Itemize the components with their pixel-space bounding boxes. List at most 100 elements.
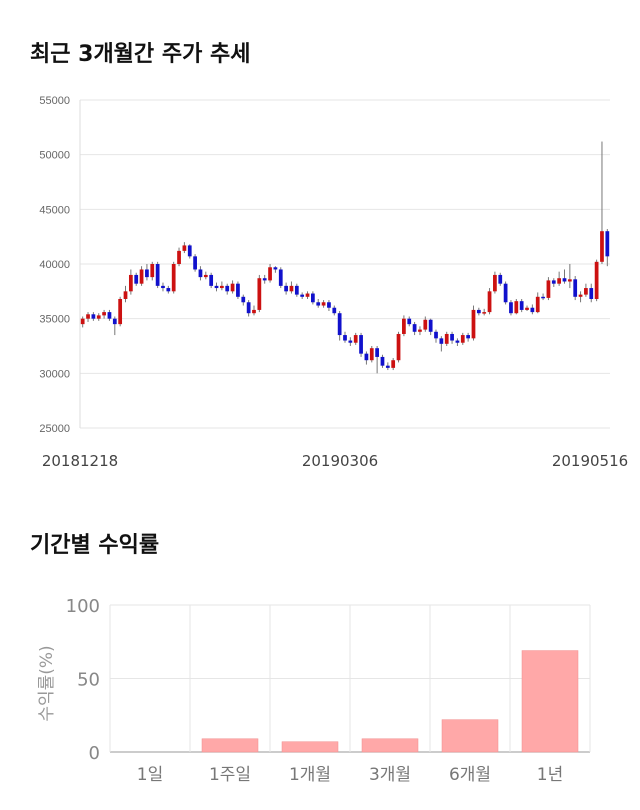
candle: [391, 358, 396, 371]
candle: [316, 298, 321, 308]
candle-body: [128, 274, 133, 292]
candle: [321, 300, 326, 308]
candle: [476, 307, 481, 316]
candle: [396, 331, 401, 363]
candle-body: [273, 267, 278, 270]
candle-body: [380, 356, 385, 366]
candle-x-tick: 20190306: [302, 452, 378, 470]
price-trend-title: 최근 3개월간 주가 추세: [30, 42, 251, 67]
candle: [112, 316, 117, 336]
candle: [407, 316, 412, 327]
candle-body: [289, 285, 294, 292]
candle: [439, 336, 444, 352]
candle: [385, 362, 390, 371]
candle: [96, 313, 101, 321]
candle: [541, 293, 545, 301]
candle: [402, 315, 406, 337]
candle-body: [112, 318, 117, 325]
candle-body: [102, 312, 106, 316]
candle: [418, 326, 422, 336]
candle: [230, 280, 235, 294]
candle-body: [145, 269, 149, 278]
candle-body: [252, 309, 256, 314]
candle: [375, 346, 379, 374]
candle: [166, 285, 171, 294]
candle: [600, 141, 604, 264]
candle: [551, 278, 556, 287]
candle-body: [498, 274, 503, 284]
candle: [525, 305, 529, 312]
candle-body: [514, 301, 519, 314]
returns-y-ticks: 0 50 100: [66, 596, 100, 764]
candle-body: [412, 324, 417, 332]
candle: [155, 261, 160, 289]
candle: [91, 312, 96, 321]
candle: [203, 271, 208, 280]
returns-title: 기간별 수익률: [30, 533, 160, 558]
candle: [139, 266, 144, 286]
candle-body: [241, 296, 246, 303]
candle-body: [332, 307, 337, 314]
candle-body: [337, 313, 342, 336]
candle-body: [139, 269, 144, 284]
candle: [289, 281, 294, 294]
bar-category-label: 1일: [137, 765, 163, 785]
candle-y-tick: 25000: [39, 423, 70, 435]
candle-body: [487, 291, 492, 313]
return-bar: [441, 719, 499, 753]
candle: [519, 298, 524, 313]
candle-body: [535, 296, 540, 313]
candle-y-tick: 30000: [39, 368, 70, 380]
candle: [198, 266, 203, 281]
candle-body: [428, 319, 433, 332]
candle-body: [193, 256, 197, 270]
candle: [594, 259, 599, 302]
candle: [530, 304, 535, 315]
candle: [252, 305, 256, 316]
return-bar: [361, 738, 419, 753]
candle: [557, 271, 562, 286]
candle-body: [573, 279, 578, 297]
candle-body: [177, 250, 181, 264]
candle-body: [546, 280, 551, 298]
candle: [567, 264, 572, 289]
candle-y-tick: 50000: [39, 150, 70, 162]
candle-body: [418, 329, 422, 332]
candle-body: [375, 348, 379, 357]
candle-body: [402, 318, 406, 334]
candle: [584, 283, 588, 297]
candle-body: [230, 283, 235, 292]
candle-body: [567, 279, 572, 282]
candle: [219, 281, 224, 291]
candle-y-tick: 35000: [39, 314, 70, 326]
bar-category-label: 6개월: [449, 765, 491, 785]
candle-body: [268, 267, 272, 281]
candle-body: [343, 335, 347, 341]
candle-body: [321, 302, 326, 306]
bar-category-label: 1주일: [209, 765, 251, 785]
candle-body: [284, 285, 288, 292]
candle-body: [161, 285, 165, 289]
candle-body: [423, 319, 428, 330]
candle-body: [525, 307, 529, 310]
candle: [209, 272, 214, 289]
candle: [353, 332, 358, 345]
candle-body: [391, 360, 396, 368]
candle-body: [150, 264, 155, 278]
bar-y-tick: 50: [77, 670, 100, 691]
return-bar: [281, 741, 339, 753]
candle-body: [364, 353, 369, 361]
candle-body: [530, 307, 535, 313]
returns-y-axis-label: 수익률(%): [37, 645, 57, 721]
candle: [300, 292, 305, 299]
candle-body: [353, 335, 358, 343]
candle-body: [225, 285, 230, 292]
candle-body: [123, 291, 128, 299]
candle-body: [541, 296, 545, 299]
candle-body: [589, 288, 594, 299]
candle: [311, 291, 315, 305]
candle: [187, 244, 192, 259]
candle-body: [578, 294, 583, 297]
candle-body: [455, 340, 460, 343]
candle-body: [594, 261, 599, 299]
